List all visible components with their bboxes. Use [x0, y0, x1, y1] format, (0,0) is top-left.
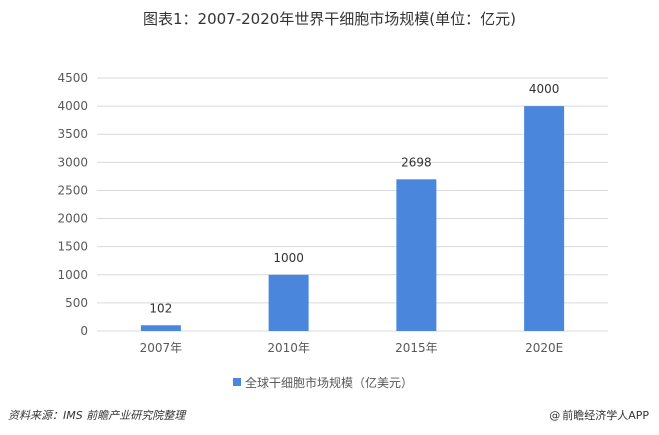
- x-tick-label: 2015年: [395, 341, 438, 355]
- bar: [396, 179, 437, 331]
- y-tick-label: 3500: [57, 127, 88, 141]
- y-tick-label: 1000: [57, 268, 88, 282]
- y-tick-label: 2000: [57, 212, 88, 226]
- x-tick-label: 2007年: [140, 341, 183, 355]
- y-tick-label: 4000: [57, 99, 88, 113]
- y-tick-label: 1500: [57, 240, 88, 254]
- y-tick-label: 0: [80, 324, 88, 338]
- y-tick-label: 2500: [57, 183, 88, 197]
- y-tick-label: 3000: [57, 155, 88, 169]
- data-label: 2698: [401, 155, 432, 169]
- bar: [268, 274, 309, 331]
- at-icon: @: [549, 409, 561, 422]
- brand-credit: @ 前瞻经济学人APP: [549, 407, 649, 423]
- bar: [524, 106, 565, 331]
- data-label: 4000: [529, 82, 560, 96]
- bar: [140, 325, 181, 331]
- source-note: 资料来源：IMS 前瞻产业研究院整理: [8, 409, 186, 422]
- x-tick-label: 2020E: [525, 341, 563, 355]
- y-tick-label: 4500: [57, 71, 88, 85]
- legend-swatch: [233, 378, 241, 386]
- brand-label: 前瞻经济学人APP: [562, 409, 649, 422]
- chart-title: 图表1：2007-2020年世界干细胞市场规模(单位：亿元): [142, 10, 516, 28]
- data-label: 1000: [273, 251, 304, 265]
- legend-label: 全球干细胞市场规模（亿美元）: [245, 375, 413, 390]
- x-tick-label: 2010年: [267, 341, 310, 355]
- y-tick-label: 500: [65, 296, 88, 310]
- data-label: 102: [149, 301, 172, 315]
